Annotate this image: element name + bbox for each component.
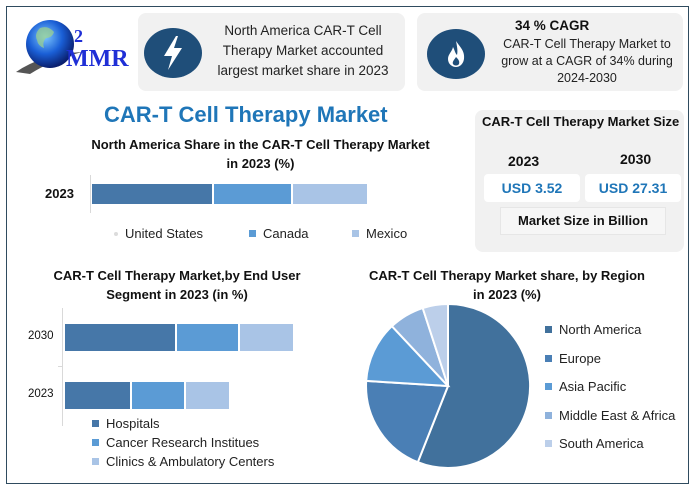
swatch-cancer-research	[92, 439, 99, 446]
swatch-north-america	[545, 326, 552, 333]
swatch-clinics	[92, 458, 99, 465]
legend-cancer-research: Cancer Research Institues	[92, 435, 259, 450]
legend-mexico: Mexico	[352, 226, 407, 241]
cagr-text: CAR-T Cell Therapy Market to grow at a C…	[501, 37, 673, 85]
y-label-2023: 2023	[45, 186, 74, 201]
highlight-text: North America CAR-T Cell Therapy Market …	[217, 23, 389, 78]
market-size-card: CAR-T Cell Therapy Market Size 2023 2030…	[475, 110, 684, 252]
pie-slice-north-america[interactable]	[416, 302, 532, 469]
bar-mexico[interactable]	[293, 184, 367, 204]
svg-text:MMR: MMR	[66, 46, 129, 72]
y-axis-end-user	[62, 308, 63, 426]
lightning-icon	[164, 36, 182, 70]
chart-title-region: CAR-T Cell Therapy Market share, by Regi…	[369, 268, 645, 302]
bar-2030-hospitals[interactable]	[65, 324, 175, 351]
bar-2023-clinics[interactable]	[186, 382, 229, 409]
y-tick-end-user	[58, 366, 63, 367]
chart-title-north-america: North America Share in the CAR-T Cell Th…	[91, 137, 430, 171]
swatch-mexico	[352, 230, 359, 237]
year-2023-label: 2023	[508, 153, 540, 169]
legend-clinics: Clinics & Ambulatory Centers	[92, 454, 274, 469]
swatch-asia-pacific	[545, 383, 552, 390]
bar-2023-cancer-research[interactable]	[132, 382, 184, 409]
page-title: CAR-T Cell Therapy Market	[104, 102, 388, 127]
svg-text:2: 2	[74, 26, 83, 46]
bar-canada[interactable]	[214, 184, 291, 204]
mmr-logo: 2 MMR	[12, 14, 140, 76]
globe-icon: 2 MMR	[16, 20, 129, 74]
value-2030: USD 27.31	[585, 174, 681, 202]
pie-chart-region	[365, 302, 532, 469]
swatch-europe	[545, 355, 552, 362]
cagr-heading: 34 % CAGR	[515, 18, 590, 33]
swatch-middle-east-africa	[545, 412, 552, 419]
legend-canada: Canada	[249, 226, 309, 241]
y-axis	[90, 175, 91, 213]
legend-middle-east-africa: Middle East & Africa	[545, 408, 675, 423]
pie-slice-asia-pacific[interactable]	[365, 324, 451, 388]
infographic-frame	[6, 6, 689, 484]
bar-2030-cancer-research[interactable]	[177, 324, 238, 351]
swatch-south-america	[545, 440, 552, 447]
bar-2030-clinics[interactable]	[240, 324, 293, 351]
pie-slice-south-america[interactable]	[421, 302, 449, 387]
chart-title-end-user: CAR-T Cell Therapy Market,by End User Se…	[53, 268, 301, 302]
legend-asia-pacific: Asia Pacific	[545, 379, 626, 394]
legend-united-states: United States	[114, 226, 203, 241]
highlight-card-cagr: 34 % CAGR CAR-T Cell Therapy Market to g…	[417, 13, 683, 91]
swatch-united-states	[114, 231, 118, 236]
lightning-icon-badge	[144, 28, 202, 78]
market-size-title: CAR-T Cell Therapy Market Size	[482, 114, 680, 129]
highlight-card-north-america: North America CAR-T Cell Therapy Market …	[138, 13, 405, 91]
bar-united-states[interactable]	[92, 184, 212, 204]
legend-europe: Europe	[545, 351, 601, 366]
y-label-2023: 2023	[28, 388, 54, 400]
legend-hospitals: Hospitals	[92, 416, 159, 431]
legend-south-america: South America	[545, 436, 644, 451]
flame-icon	[448, 41, 465, 67]
bar-2023-hospitals[interactable]	[65, 382, 130, 409]
flame-icon-badge	[427, 29, 485, 79]
value-2023: USD 3.52	[484, 174, 580, 202]
y-label-2030: 2030	[28, 330, 54, 342]
swatch-hospitals	[92, 420, 99, 427]
unit-label: Market Size in Billion	[500, 207, 666, 235]
swatch-canada	[249, 230, 256, 237]
legend-north-america: North America	[545, 322, 641, 337]
year-2030-label: 2030	[620, 151, 652, 167]
pie-slice-europe[interactable]	[365, 379, 450, 464]
